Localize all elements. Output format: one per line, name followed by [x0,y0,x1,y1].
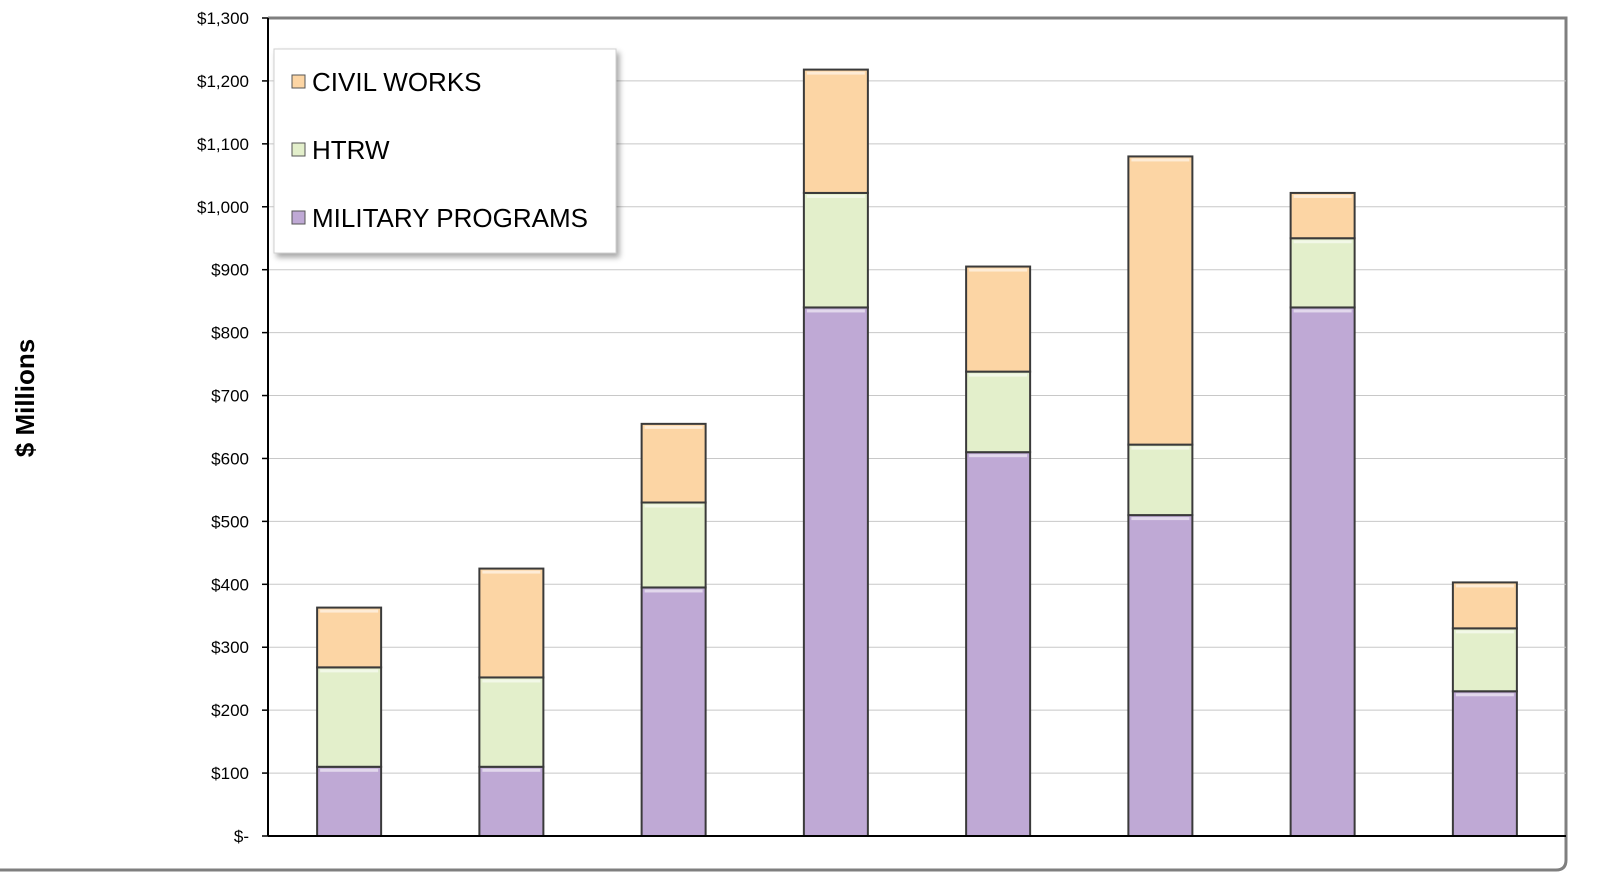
bar-segment-htrw [1127,443,1194,517]
bar-segment-highlight [969,373,1028,377]
bar-segment-military-programs [1289,306,1356,837]
bar-segment-military-programs [316,765,383,837]
legend-swatch-htrw [291,142,306,157]
bar-segment-highlight [969,268,1028,272]
bar-segment-htrw [802,191,869,309]
bar-segment-civil-works [802,68,869,194]
bar-segment-highlight [1293,240,1352,244]
y-axis-title: $ Millions [10,339,40,457]
bar-segment-civil-works [1127,155,1194,446]
legend-item-military-programs: MILITARY PROGRAMS [291,203,588,233]
bars [316,68,1518,838]
y-tick-label: $1,100 [197,135,249,154]
y-tick-label: $300 [211,638,249,657]
bar-segment-highlight [806,71,865,75]
bar-segment-civil-works [965,265,1032,373]
y-tick-label: $600 [211,449,249,468]
bar-segment-htrw [965,370,1032,454]
legend-swatch-civil-works [291,74,306,89]
legend-item-htrw: HTRW [291,135,390,165]
bar-segment-highlight [320,768,379,772]
bar-segment-htrw [316,666,383,768]
bar-segment-highlight [1293,194,1352,198]
y-tick-label: $200 [211,701,249,720]
bar-segment-highlight [1131,517,1190,521]
legend-box [273,48,617,254]
bar-segment-military-programs [802,306,869,837]
bar-segment-htrw [1289,237,1356,309]
bar-segment-highlight [482,768,541,772]
bar-segment-highlight [1455,630,1514,634]
legend-label-civil-works: CIVIL WORKS [312,67,482,97]
bar-segment-highlight [644,425,703,429]
bar-segment-highlight [644,504,703,508]
y-tick-label: $400 [211,575,249,594]
bar-segment-highlight [806,194,865,198]
bar-segment-highlight [1131,446,1190,450]
y-tick-label: $700 [211,387,249,406]
bar-segment-highlight [482,679,541,683]
bar-segment-military-programs [478,765,545,837]
bar-segment-civil-works [478,567,545,679]
bar-segment-military-programs [640,586,707,838]
y-tick-label: $1,200 [197,72,249,91]
bar-segment-highlight [320,609,379,613]
y-tick-label: $800 [211,324,249,343]
bar-segment-military-programs [1127,514,1194,837]
bar-segment-highlight [482,570,541,574]
legend: CIVIL WORKS HTRW MILITARY PROGRAMS [273,48,617,254]
bar-segment-military-programs [965,451,1032,837]
y-tick-label: $100 [211,764,249,783]
bar-segment-highlight [1293,309,1352,313]
bar-segment-highlight [644,589,703,593]
y-tick-label: $- [234,827,249,846]
bar-segment-civil-works [316,606,383,669]
bar-segment-military-programs [1451,690,1518,837]
bar-segment-htrw [478,676,545,768]
bar-segment-highlight [969,454,1028,458]
legend-swatch-military-programs [291,210,306,225]
y-tick-label: $500 [211,512,249,531]
bar-segment-highlight [1455,693,1514,697]
bar-segment-highlight [1455,584,1514,588]
y-tick-label: $1,300 [197,9,249,28]
y-tick-label: $900 [211,261,249,280]
bar-segment-highlight [1131,158,1190,162]
bar-segment-htrw [640,501,707,589]
y-axis-ticks: $- $100 $200 $300 $400 $500 $600 $700 $800 $900 $1… [197,9,268,846]
bar-segment-civil-works [1451,581,1518,630]
bar-segment-civil-works [640,422,707,504]
bar-segment-highlight [320,669,379,673]
chart-frame [0,16,1568,872]
legend-label-military-programs: MILITARY PROGRAMS [312,203,588,233]
legend-item-civil-works: CIVIL WORKS [291,67,482,97]
bar-segment-highlight [806,309,865,313]
bar-segment-htrw [1451,627,1518,693]
bar-segment-civil-works [1289,191,1356,240]
y-tick-label: $1,000 [197,198,249,217]
legend-label-htrw: HTRW [312,135,390,165]
